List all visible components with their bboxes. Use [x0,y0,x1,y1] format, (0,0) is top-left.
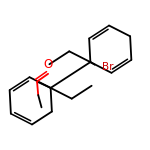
Text: Br: Br [102,62,113,72]
Text: O: O [44,58,53,71]
